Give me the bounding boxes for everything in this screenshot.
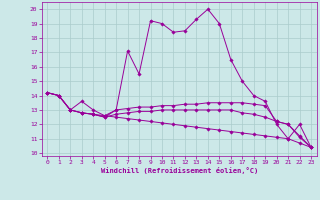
X-axis label: Windchill (Refroidissement éolien,°C): Windchill (Refroidissement éolien,°C) xyxy=(100,167,258,174)
